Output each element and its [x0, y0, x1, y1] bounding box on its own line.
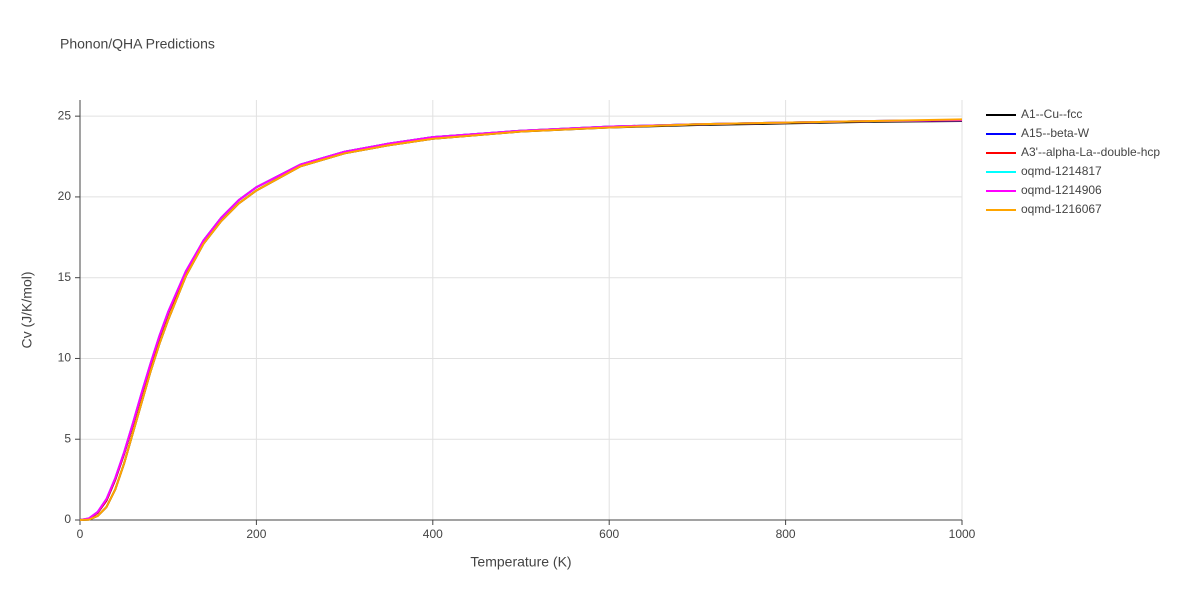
- legend-label: A3'--alpha-La--double-hcp: [1021, 145, 1160, 159]
- y-tick-label: 20: [58, 189, 72, 203]
- y-tick-label: 10: [58, 351, 72, 365]
- x-tick-label: 1000: [949, 527, 976, 541]
- chart-title: Phonon/QHA Predictions: [60, 36, 215, 52]
- legend-label: oqmd-1214817: [1021, 164, 1102, 178]
- x-tick-label: 0: [77, 527, 84, 541]
- y-tick-label: 0: [64, 512, 71, 526]
- x-tick-label: 400: [423, 527, 443, 541]
- x-tick-label: 800: [776, 527, 796, 541]
- data-line: [79, 118, 963, 521]
- data-line: [79, 119, 963, 521]
- y-tick-label: 25: [58, 108, 72, 122]
- data-line: [79, 119, 963, 521]
- x-tick-label: 200: [246, 527, 266, 541]
- data-line: [79, 119, 963, 521]
- legend-label: A15--beta-W: [1021, 126, 1090, 140]
- y-tick-label: 15: [58, 270, 72, 284]
- y-tick-label: 5: [64, 431, 71, 445]
- x-tick-label: 600: [599, 527, 619, 541]
- data-line: [79, 120, 963, 521]
- y-axis-label: Cv (J/K/mol): [19, 272, 35, 349]
- legend-label: oqmd-1216067: [1021, 202, 1102, 216]
- x-axis-label: Temperature (K): [470, 554, 571, 570]
- data-line: [79, 119, 963, 521]
- legend-label: oqmd-1214906: [1021, 183, 1102, 197]
- legend-label: A1--Cu--fcc: [1021, 107, 1082, 121]
